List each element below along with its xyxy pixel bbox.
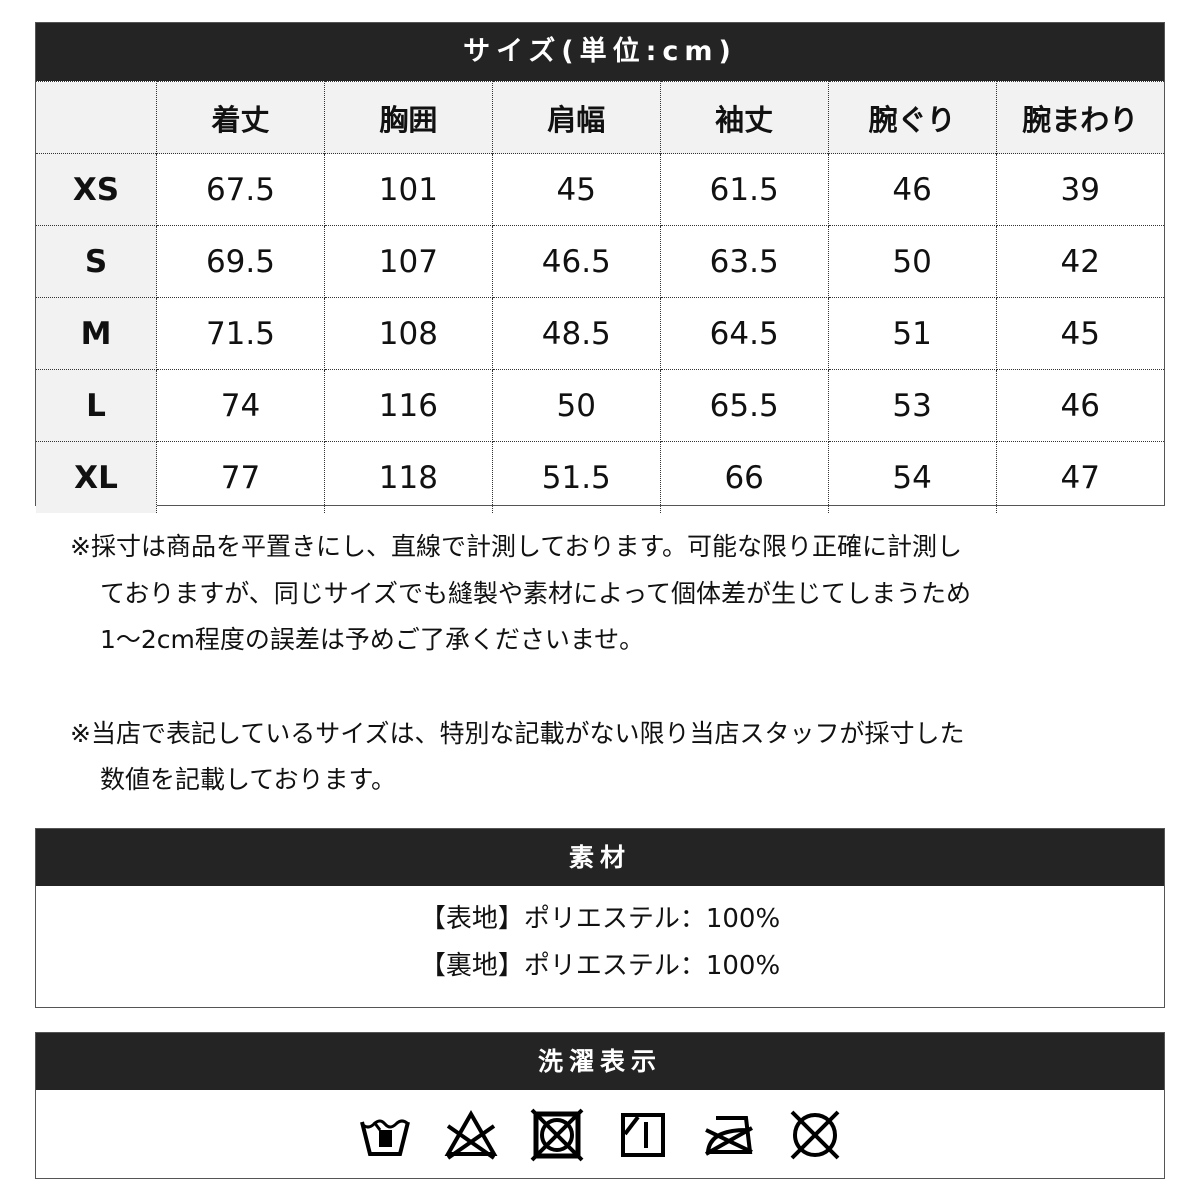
table-cell: 46 — [827, 153, 997, 226]
table-header-row: 着丈 胸囲 肩幅 袖丈 腕ぐり 腕まわり — [36, 81, 1164, 154]
header-cell: 袖丈 — [659, 81, 829, 154]
table-cell: 54 — [827, 441, 997, 513]
size-table-title: サイズ(単位:cm) — [36, 23, 1164, 81]
table-cell: 65.5 — [659, 369, 829, 442]
table-cell: 69.5 — [156, 225, 325, 298]
note-line: ておりますが、同じサイズでも縫製や素材によって個体差が生じてしまうため — [100, 578, 972, 608]
table-cell: 39 — [995, 153, 1164, 226]
hand-wash-icon — [360, 1119, 410, 1156]
table-cell: 51 — [827, 297, 997, 370]
table-row: L 74 116 50 65.5 53 46 — [36, 369, 1164, 442]
table-cell: 116 — [323, 369, 493, 442]
header-cell: 肩幅 — [491, 81, 661, 154]
size-label: XL — [36, 441, 157, 513]
table-cell: 42 — [995, 225, 1164, 298]
table-cell: 101 — [323, 153, 493, 226]
note-line: 1～2cm程度の誤差は予めご了承くださいませ。 — [100, 625, 645, 654]
table-cell: 74 — [156, 369, 325, 442]
table-cell: 77 — [156, 441, 325, 513]
table-cell: 45 — [491, 153, 661, 226]
table-cell: 118 — [323, 441, 493, 513]
table-cell: 48.5 — [491, 297, 661, 370]
table-cell: 61.5 — [659, 153, 829, 226]
table-row: XL 77 118 51.5 66 54 47 — [36, 441, 1164, 513]
material-box: 素材 【表地】ポリエステル：100% 【裏地】ポリエステル：100% — [35, 828, 1165, 1008]
table-cell: 67.5 — [156, 153, 325, 226]
size-label: XS — [36, 153, 157, 226]
table-cell: 53 — [827, 369, 997, 442]
table-row: M 71.5 108 48.5 64.5 51 45 — [36, 297, 1164, 370]
size-table-box: サイズ(単位:cm) 着丈 胸囲 肩幅 袖丈 腕ぐり 腕まわり XS 67.5 10… — [35, 22, 1165, 513]
table-cell: 108 — [323, 297, 493, 370]
table-cell: 107 — [323, 225, 493, 298]
note-line: 数値を記載しております。 — [100, 765, 397, 794]
line-dry-icon — [621, 1113, 665, 1157]
material-line: 【裏地】ポリエステル：100% — [419, 951, 781, 981]
table-cell: 64.5 — [659, 297, 829, 370]
size-label: M — [36, 297, 157, 370]
table-cell: 45 — [995, 297, 1164, 370]
size-table: 着丈 胸囲 肩幅 袖丈 腕ぐり 腕まわり XS 67.5 101 45 61.5 46 39… — [36, 81, 1164, 513]
table-cell: 50 — [491, 369, 661, 442]
table-cell: 66 — [659, 441, 829, 513]
material-title: 素材 — [36, 829, 1164, 886]
material-line: 【表地】ポリエステル：100% — [419, 904, 781, 934]
table-cell: 46.5 — [491, 225, 661, 298]
table-cell: 71.5 — [156, 297, 325, 370]
table-row: S 69.5 107 46.5 63.5 50 42 — [36, 225, 1164, 298]
size-label: L — [36, 369, 157, 442]
no-dry-clean-icon — [790, 1110, 840, 1160]
table-cell: 51.5 — [491, 441, 661, 513]
no-iron-icon — [705, 1116, 753, 1156]
header-cell: 腕まわり — [995, 81, 1164, 154]
table-cell: 63.5 — [659, 225, 829, 298]
care-box: 洗濯表示 — [35, 1032, 1165, 1179]
header-cell: 胸囲 — [323, 81, 493, 154]
header-cell: 腕ぐり — [827, 81, 997, 154]
table-cell: 46 — [995, 369, 1164, 442]
header-cell — [36, 81, 157, 154]
header-cell: 着丈 — [156, 81, 325, 154]
table-row: XS 67.5 101 45 61.5 46 39 — [36, 153, 1164, 226]
care-title: 洗濯表示 — [36, 1033, 1164, 1090]
table-cell: 50 — [827, 225, 997, 298]
table-cell: 47 — [995, 441, 1164, 513]
no-bleach-icon — [444, 1109, 498, 1160]
notes: ※採寸は商品を平置きにし、直線で計測しております。可能な限り正確に計測し ており… — [70, 524, 1170, 804]
note-line: ※当店で表記しているサイズは、特別な記載がない限り当店スタッフが採寸した — [70, 718, 965, 748]
no-tumble-dry-icon — [530, 1108, 584, 1162]
note-line: ※採寸は商品を平置きにし、直線で計測しております。可能な限り正確に計測し — [70, 532, 962, 561]
size-label: S — [36, 225, 157, 298]
